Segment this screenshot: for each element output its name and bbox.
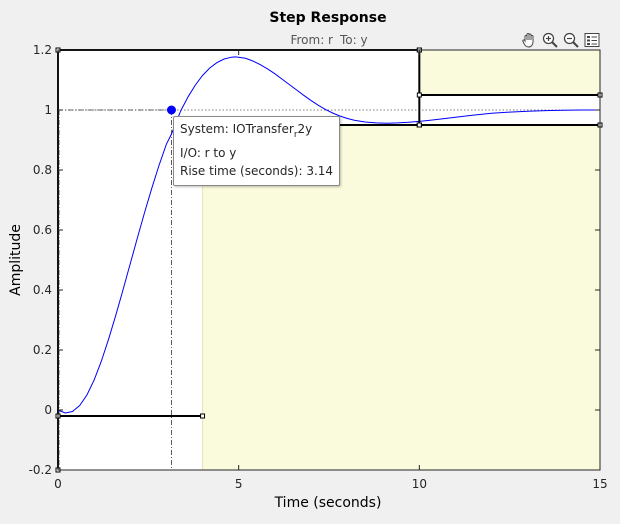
zoom-in-button[interactable] <box>540 30 560 50</box>
datatip-io-line: I/O: r to y <box>180 146 237 160</box>
chart-subtitle-from: From: r <box>290 33 333 47</box>
zoom-out-icon <box>563 32 579 48</box>
constraint-edge-3-handle-2[interactable] <box>200 413 206 419</box>
rise-time-marker[interactable] <box>166 105 176 115</box>
axes-toolbar <box>519 29 602 51</box>
x-tick-label: 10 <box>412 477 427 491</box>
x-tick-label: 0 <box>54 477 62 491</box>
y-axis-label: Amplitude <box>8 224 24 296</box>
x-tick-label: 15 <box>592 477 607 491</box>
legend-button[interactable] <box>582 30 602 50</box>
y-tick-label: 1.2 <box>33 43 52 57</box>
x-tick-label: 5 <box>235 477 243 491</box>
legend-icon <box>584 33 600 47</box>
zoom-out-button[interactable] <box>561 30 581 50</box>
constraint-edge-7-handle-1[interactable] <box>416 122 422 128</box>
y-tick-label: 0.4 <box>33 283 52 297</box>
axes-box <box>57 49 601 471</box>
rise-time-datatip[interactable]: System: IOTransferr2y I/O: r to y Rise t… <box>173 116 341 186</box>
step-response-line-1[interactable] <box>57 56 600 414</box>
datatip-system-line: System: IOTransferr2y <box>180 122 313 140</box>
constraint-region-2 <box>418 49 601 96</box>
y-tick-label: 0 <box>44 403 52 417</box>
y-tick-label: -0.2 <box>29 463 52 477</box>
chart-subtitle-to: To: y <box>339 33 368 47</box>
chart-title: Step Response <box>269 10 386 26</box>
x-axis-label: Time (seconds) <box>274 495 382 511</box>
datatip-rise-time-line: Rise time (seconds): 3.14 <box>180 164 334 178</box>
pan-button[interactable] <box>519 30 539 50</box>
y-tick-label: 0.6 <box>33 223 52 237</box>
y-tick-label: 1 <box>44 103 52 117</box>
zoom-in-icon <box>542 32 558 48</box>
y-tick-label: 0.2 <box>33 343 52 357</box>
pan-icon <box>522 33 534 48</box>
y-tick-label: 0.8 <box>33 163 52 177</box>
constraint-edge-6-handle-1[interactable] <box>416 92 422 98</box>
